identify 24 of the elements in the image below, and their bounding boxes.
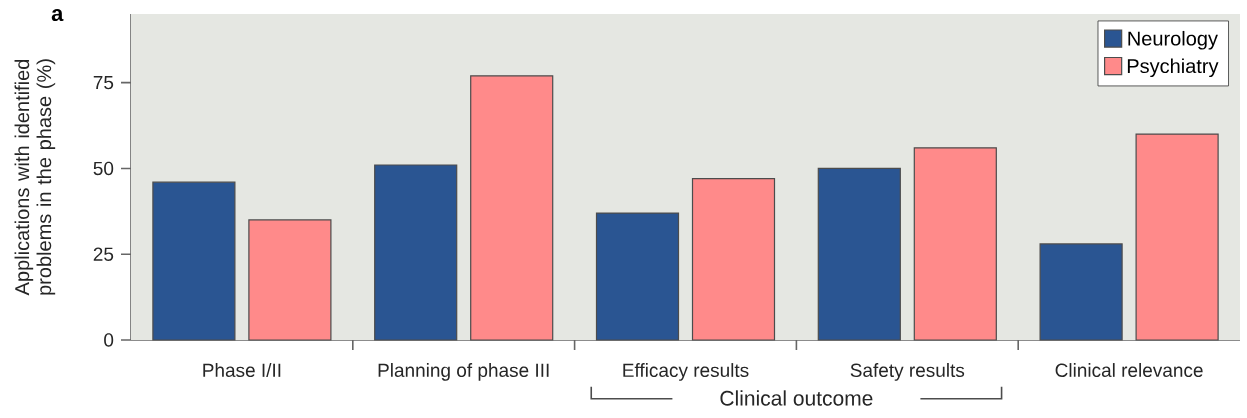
y-tick-label: 50 [93, 161, 114, 176]
x-tick-label: Safety results [850, 363, 965, 381]
x-tick-label: Clinical relevance [1055, 363, 1203, 378]
bar [248, 219, 332, 341]
bar [1135, 133, 1219, 341]
bar [913, 147, 997, 341]
x-tick-label: Planning of phase III [378, 363, 549, 381]
text: Clinical outcome [720, 390, 873, 406]
bar [1039, 243, 1123, 341]
x-tick-label: Efficacy results [623, 363, 749, 381]
bar [691, 178, 776, 341]
legend-label: Psychiatry [1127, 58, 1219, 78]
y-tick-label: 75 [93, 76, 114, 90]
y-tick-label: 0 [104, 333, 114, 347]
bar [470, 75, 554, 341]
legend-label: Neurology [1128, 30, 1218, 50]
bar [595, 212, 680, 341]
x-tick-label: Phase I/II [203, 363, 281, 378]
y-tick-label: 25 [93, 247, 114, 261]
bar [152, 181, 236, 341]
text: a [51, 9, 64, 22]
bar [374, 164, 458, 341]
bar [817, 167, 901, 341]
y-axis-title: Applications with identified problems in the phase (%) [14, 59, 56, 296]
